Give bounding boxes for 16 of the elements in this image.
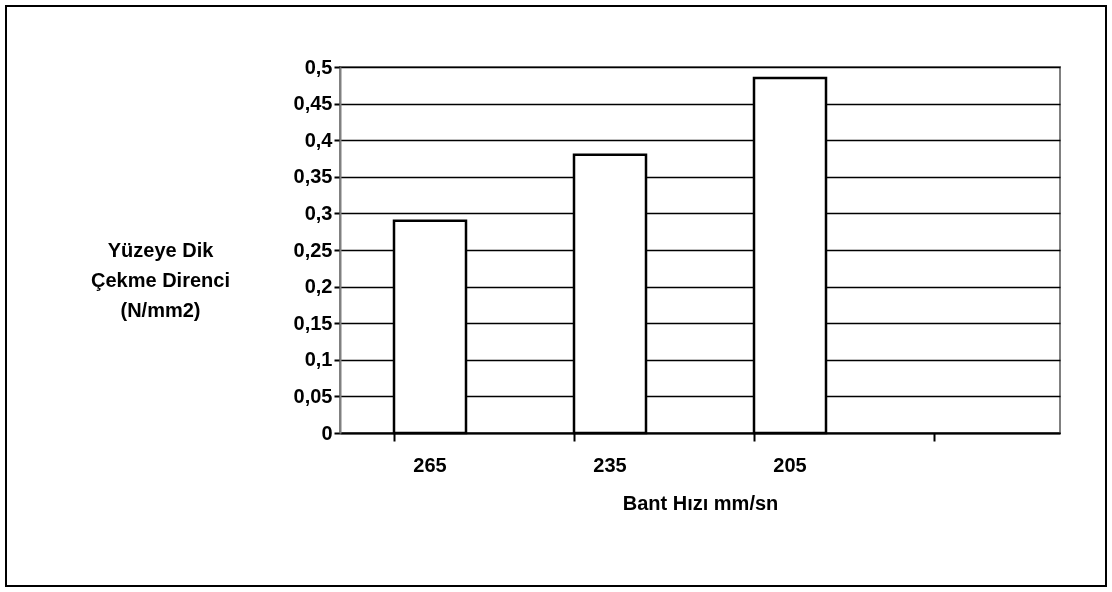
y-tick-label: 0 (321, 421, 333, 444)
y-axis-title: Yüzeye Dik Çekme Direnci (N/mm2) (91, 238, 230, 321)
y-tick-label: 0,3 (304, 201, 333, 224)
x-tick-label: 265 (413, 453, 447, 476)
y-tick-label: 0,4 (304, 128, 334, 151)
y-tick-label: 0,25 (293, 238, 333, 261)
x-axis-title: Bant Hızı mm/sn (622, 491, 779, 514)
y-tick-label: 0,05 (293, 384, 333, 407)
x-tick-label: 235 (593, 453, 627, 476)
y-tick-label: 0,1 (304, 348, 333, 371)
y-tick-label: 0,35 (293, 165, 333, 188)
y-tick-label: 0,45 (293, 92, 333, 115)
y-tick-label: 0,2 (304, 275, 333, 298)
x-tick-label: 205 (773, 453, 807, 476)
y-tick-label: 0,5 (304, 55, 333, 78)
y-tick-label: 0,15 (293, 311, 333, 334)
